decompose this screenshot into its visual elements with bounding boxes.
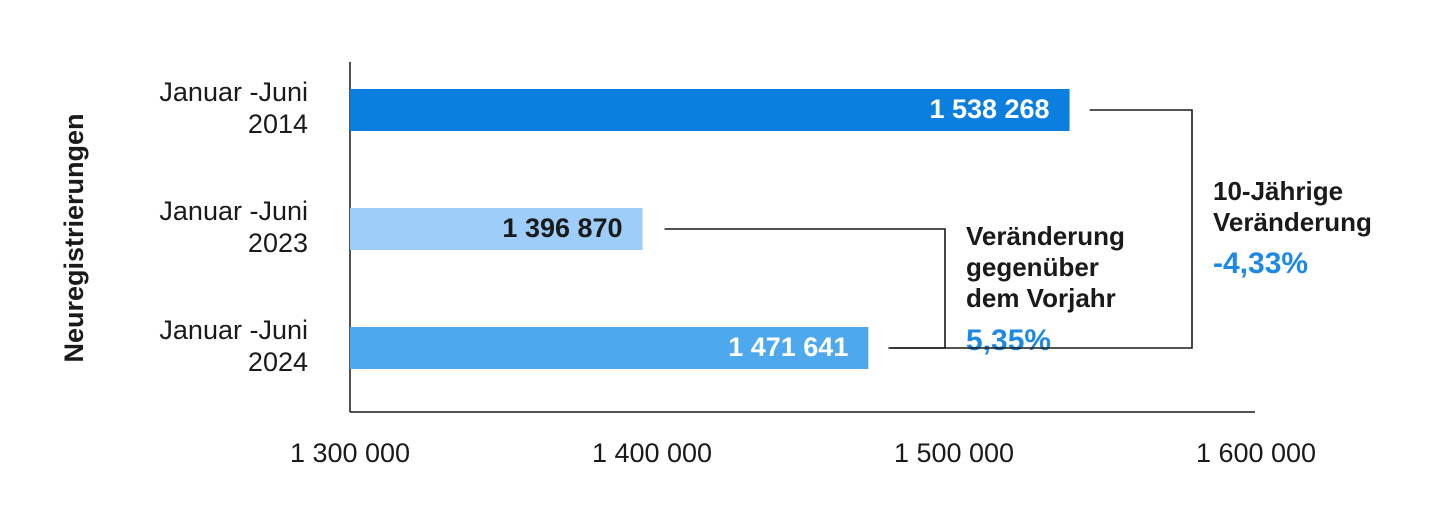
bars: 1 538 268 1 396 870 1 471 641 (350, 89, 1070, 369)
x-tick-label: 1 500 000 (894, 438, 1014, 468)
category-labels: Januar -Juni 2014 Januar -Juni 2023 Januar -… (159, 77, 308, 377)
category-label: Januar -Juni 2023 (159, 196, 308, 258)
change-annotations: Veränderung gegenüber dem Vorjahr 5,35% 10-J… (664, 109, 1372, 357)
bar-value-label: 1 471 641 (728, 332, 848, 362)
x-tick-label: 1 400 000 (592, 438, 712, 468)
change-bracket (888, 109, 1193, 349)
change-value: -4,33% (1213, 247, 1308, 280)
category-label: Januar -Juni 2024 (159, 315, 308, 377)
bar (350, 327, 869, 369)
bar (350, 208, 643, 250)
y-axis-label: Neuregistrierungen (59, 113, 89, 362)
x-tick-labels: 1 300 000 1 400 000 1 500 000 1 600 000 (290, 438, 1316, 468)
bar (350, 89, 1070, 131)
change-title: Veränderung gegenüber dem Vorjahr (966, 221, 1125, 313)
bar-value-label: 1 396 870 (502, 213, 622, 243)
x-tick-label: 1 300 000 (290, 438, 410, 468)
change-title: 10-Jährige Veränderung (1213, 176, 1372, 237)
category-label: Januar -Juni 2014 (159, 77, 308, 139)
change-value: 5,35% (966, 324, 1051, 357)
x-tick-label: 1 600 000 (1196, 438, 1316, 468)
bar-value-label: 1 538 268 (929, 94, 1049, 124)
